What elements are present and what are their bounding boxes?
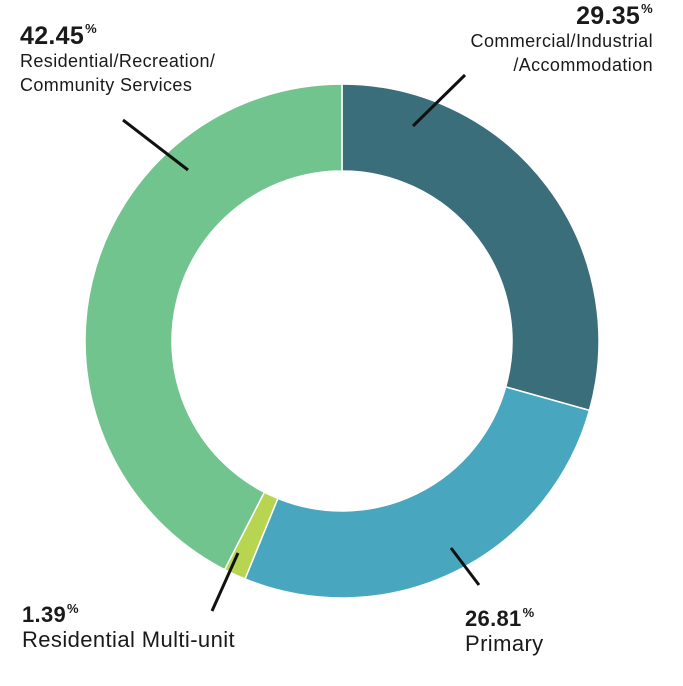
value-residential-recreation: 42.45% — [20, 21, 97, 50]
category-residential-multi-unit: Residential Multi-unit — [22, 627, 235, 652]
slice-commercial-industrial — [341, 83, 600, 412]
category-primary: Primary — [465, 631, 544, 656]
leader-commercial-industrial — [411, 73, 467, 128]
label-residential-recreation: 42.45% Residential/Recreation/ Community… — [20, 21, 270, 97]
category-commercial-industrial: Commercial/Industrial /Accommodation — [470, 31, 653, 75]
leader-residential-recreation — [122, 118, 189, 172]
leader-residential-multi-unit — [210, 552, 240, 612]
label-commercial-industrial: 29.35% Commercial/Industrial /Accommodat… — [470, 1, 653, 77]
label-primary: 26.81% Primary — [465, 605, 544, 658]
category-residential-recreation: Residential/Recreation/ Community Servic… — [20, 51, 216, 95]
value-primary: 26.81% — [465, 605, 535, 631]
slice-primary — [244, 385, 591, 599]
label-residential-multi-unit: 1.39% Residential Multi-unit — [22, 601, 235, 654]
leader-primary — [449, 547, 481, 586]
value-commercial-industrial: 29.35% — [576, 1, 653, 30]
value-residential-multi-unit: 1.39% — [22, 601, 79, 627]
slice-residential-recreation — [84, 83, 343, 571]
